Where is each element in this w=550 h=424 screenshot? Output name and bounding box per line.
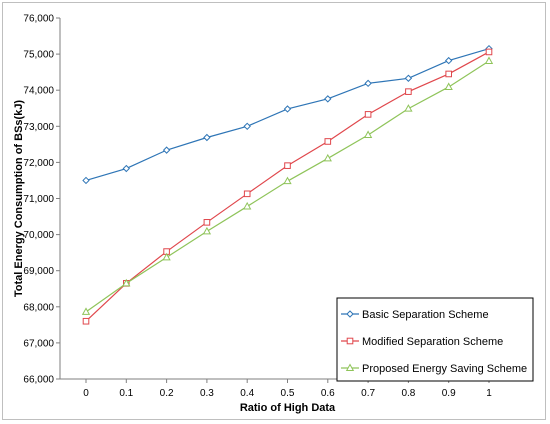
- data-point-proposed: [202, 226, 212, 235]
- x-tick-label: 0.3: [200, 388, 214, 399]
- data-point-basic: [444, 56, 453, 65]
- data-point-modified: [243, 190, 251, 198]
- legend-label-proposed: Proposed Energy Saving Scheme: [362, 363, 527, 375]
- y-tick-label: 67,000: [23, 338, 54, 349]
- x-axis-ticks: 0 0.1 0.2 0.3 0.4 0.5 0.6 0.7 0.8 0.9 1: [83, 379, 492, 399]
- x-tick-label: 0.1: [119, 388, 133, 399]
- legend-marker-shape: [346, 310, 354, 318]
- y-tick-label: 70,000: [23, 230, 54, 241]
- data-point-modified: [445, 70, 452, 78]
- data-point-basic: [283, 105, 292, 113]
- legend-marker-proposed: [345, 363, 355, 371]
- data-point-basic: [162, 146, 171, 154]
- data-point-basic: [404, 74, 413, 82]
- series-line-basic: [85, 48, 490, 182]
- x-tick-label: 0.7: [361, 388, 375, 399]
- data-point-modified: [203, 219, 211, 226]
- legend-marker-basic: [346, 310, 354, 318]
- series-basic: [82, 44, 493, 185]
- legend-label-basic: Basic Separation Scheme: [362, 309, 489, 321]
- data-point-proposed: [243, 201, 252, 210]
- legend-marker-shape: [346, 337, 354, 345]
- data-point-modified: [485, 48, 493, 56]
- y-tick-label: 75,000: [23, 50, 54, 61]
- y-tick-label: 66,000: [23, 375, 54, 386]
- legend-label-modified: Modified Separation Scheme: [362, 336, 503, 348]
- data-point-proposed: [81, 307, 91, 315]
- data-point-proposed: [122, 278, 131, 287]
- data-point-modified: [82, 317, 90, 325]
- y-tick-label: 76,000: [23, 14, 54, 25]
- x-tick-label: 0.9: [442, 388, 456, 399]
- data-point-proposed: [444, 82, 453, 90]
- data-point-modified: [284, 162, 291, 169]
- legend-entry-proposed: Proposed Energy Saving Scheme: [341, 363, 527, 375]
- data-point-proposed: [484, 56, 494, 64]
- x-tick-label: 0.5: [281, 388, 295, 399]
- data-point-basic: [203, 133, 211, 142]
- data-point-proposed: [162, 252, 171, 261]
- series-proposed: [81, 56, 494, 315]
- data-point-modified: [405, 88, 412, 95]
- y-tick-label: 69,000: [23, 266, 54, 277]
- series-line-modified: [85, 51, 490, 322]
- legend-box: [336, 297, 534, 382]
- x-tick-label: 0.2: [160, 388, 174, 399]
- legend-entry-basic: Basic Separation Scheme: [341, 309, 489, 321]
- data-point-proposed: [404, 104, 413, 112]
- y-tick-label: 68,000: [23, 302, 54, 313]
- data-point-basic: [243, 122, 251, 131]
- data-point-modified: [324, 138, 332, 145]
- legend: Basic Separation Scheme Modified Separat…: [336, 297, 534, 382]
- x-tick-label: 0.4: [240, 388, 254, 399]
- x-axis-title: Ratio of High Data: [240, 402, 336, 414]
- legend-marker-modified: [346, 337, 354, 345]
- data-point-basic: [122, 164, 131, 173]
- data-point-basic: [324, 95, 332, 103]
- y-tick-label: 73,000: [23, 122, 54, 133]
- data-point-proposed: [323, 153, 332, 162]
- x-tick-label: 0.8: [401, 388, 415, 399]
- series-layer: [81, 44, 494, 325]
- y-tick-label: 71,000: [23, 194, 54, 205]
- data-point-proposed: [283, 176, 292, 185]
- data-point-modified: [364, 111, 372, 118]
- x-tick-label: 0.6: [321, 388, 335, 399]
- data-point-basic: [82, 176, 90, 185]
- y-axis-title: Total Energy Consumption of BSs(kJ): [13, 100, 25, 298]
- y-tick-label: 72,000: [23, 158, 54, 169]
- series-modified: [82, 48, 493, 325]
- series-line-proposed: [85, 60, 490, 313]
- x-tick-label: 0: [83, 388, 89, 399]
- legend-marker-shape: [345, 363, 355, 371]
- data-point-basic: [364, 79, 372, 88]
- y-tick-label: 74,000: [23, 86, 54, 97]
- legend-entry-modified: Modified Separation Scheme: [341, 336, 503, 348]
- y-axis-ticks: 66,000 67,000 68,000 69,000 70,000 71,000 72,0…: [23, 14, 60, 386]
- data-point-proposed: [363, 130, 373, 138]
- x-tick-label: 1: [486, 388, 492, 399]
